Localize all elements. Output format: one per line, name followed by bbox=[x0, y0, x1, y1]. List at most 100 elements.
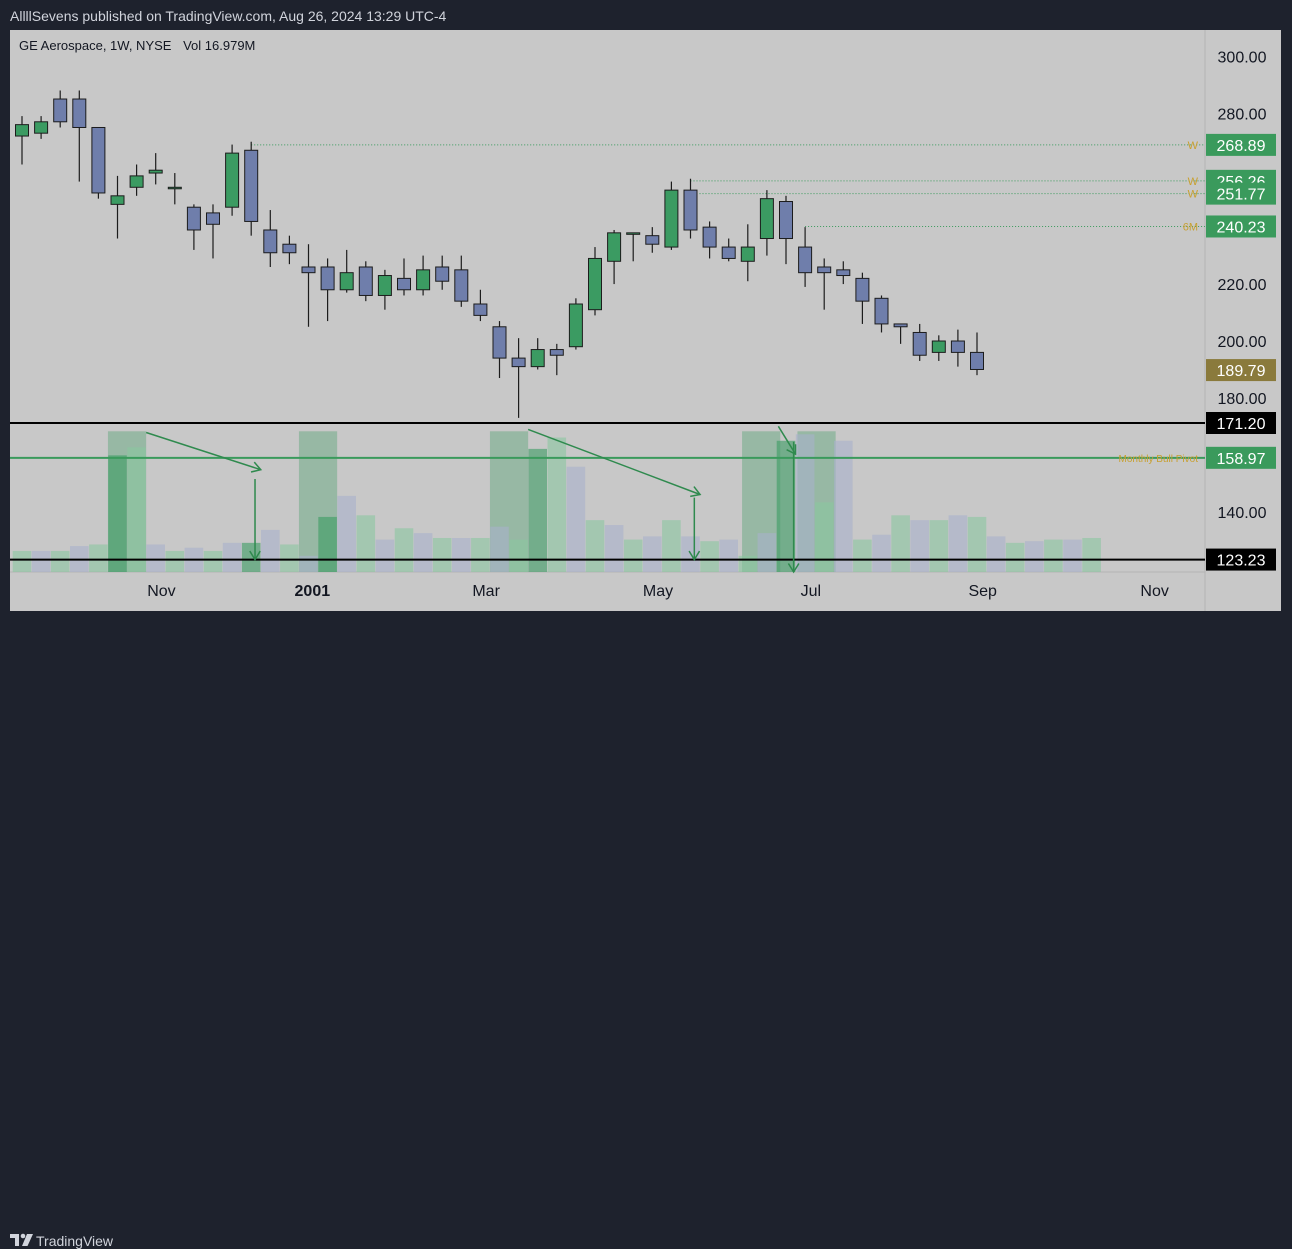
price-axis[interactable]: 300.00 280.00 220.00 200.00 180.00 140.00 268.… bbox=[1206, 49, 1276, 571]
arrow-line-4 bbox=[777, 425, 797, 455]
candle-body-36 bbox=[702, 226, 717, 248]
volume-bar-15 bbox=[299, 555, 318, 572]
volume-bar-43 bbox=[834, 440, 853, 572]
candle-body-28 bbox=[549, 349, 564, 356]
candle-body-27 bbox=[530, 349, 545, 368]
price-badge-7 bbox=[1206, 548, 1276, 571]
candle-body-42 bbox=[817, 266, 832, 274]
x-tick-label-1: 2001 bbox=[295, 583, 331, 600]
x-tick-label-6: Nov bbox=[1140, 583, 1168, 600]
volume-label: Vol bbox=[183, 38, 201, 53]
volume-bar-12 bbox=[241, 542, 261, 572]
volume-bar-50 bbox=[967, 516, 987, 572]
candle-body-40 bbox=[779, 201, 793, 240]
volume-bar-0 bbox=[12, 550, 32, 572]
volume-bar-18 bbox=[356, 515, 376, 572]
volume-bar-16 bbox=[318, 516, 337, 572]
volume-layer bbox=[12, 431, 1101, 572]
price-badge-label-6: 158.97 bbox=[1217, 451, 1266, 468]
y-tick-label-5: 140.00 bbox=[1218, 505, 1267, 522]
candle-body-7 bbox=[148, 169, 163, 174]
volume-bar-44 bbox=[853, 539, 872, 572]
candle-body-32 bbox=[626, 232, 641, 235]
candle-body-45 bbox=[874, 297, 889, 325]
candle-body-50 bbox=[970, 351, 984, 370]
volume-bar-37 bbox=[719, 539, 738, 572]
volume-bar-2 bbox=[50, 550, 70, 572]
time-axis[interactable]: Nov 2001 Mar May Jul Sep Nov bbox=[147, 583, 1169, 600]
volume-bar-26 bbox=[509, 539, 528, 572]
level-tag-0: W bbox=[1188, 140, 1199, 152]
footer: TradingView bbox=[0, 611, 1292, 1249]
price-badge-label-3: 240.23 bbox=[1217, 219, 1266, 236]
candle-body-39 bbox=[759, 198, 774, 240]
candle-body-12 bbox=[244, 149, 259, 222]
candle-body-47 bbox=[912, 331, 927, 356]
volume-bar-40 bbox=[776, 440, 796, 572]
volume-bar-41 bbox=[795, 434, 815, 572]
volume-bar-13 bbox=[261, 529, 280, 572]
candle-body-46 bbox=[893, 323, 908, 328]
volume-bar-55 bbox=[1063, 539, 1082, 572]
x-tick-label-2: Mar bbox=[472, 583, 500, 600]
x-tick-label-0: Nov bbox=[147, 583, 175, 600]
arrow-head-5 bbox=[787, 563, 800, 574]
volume-bar-33 bbox=[643, 536, 662, 572]
volume-bar-46 bbox=[891, 515, 910, 572]
volume-bar-21 bbox=[413, 533, 433, 572]
price-badge-6 bbox=[1206, 446, 1276, 469]
volume-value: 16.979M bbox=[205, 38, 256, 53]
candle-body-17 bbox=[339, 272, 354, 291]
candle-body-4 bbox=[91, 126, 106, 194]
volume-bar-4 bbox=[89, 544, 108, 572]
volume-bar-42 bbox=[814, 502, 834, 572]
chart-area[interactable]: W W W 6M Monthly Bull Pivot 300.00 280.00 220.… bbox=[10, 30, 1281, 611]
volume-bar-24 bbox=[471, 537, 490, 572]
candles-layer bbox=[15, 90, 984, 418]
volume-bar-20 bbox=[394, 528, 414, 572]
volume-bar-19 bbox=[375, 539, 395, 572]
candle-body-22 bbox=[435, 266, 450, 282]
candle-body-23 bbox=[454, 269, 469, 302]
arrow-line-0 bbox=[145, 431, 261, 471]
arrow-head-4 bbox=[786, 444, 797, 456]
candle-body-21 bbox=[416, 269, 431, 291]
tradingview-brand[interactable]: TradingView bbox=[36, 1233, 114, 1249]
volume-bar-47 bbox=[910, 520, 929, 572]
tradingview-logo-icon[interactable] bbox=[10, 1231, 34, 1249]
volume-bar-7 bbox=[146, 544, 165, 572]
candle-body-38 bbox=[740, 246, 755, 262]
volume-bar-28 bbox=[547, 437, 567, 572]
candle-body-2 bbox=[53, 98, 68, 123]
price-badge-label-0: 268.89 bbox=[1217, 138, 1266, 155]
x-tick-label-4: Jul bbox=[801, 583, 821, 600]
arrows-layer bbox=[145, 425, 800, 574]
volume-bar-54 bbox=[1044, 539, 1063, 572]
price-badge-label-2: 251.77 bbox=[1217, 187, 1266, 204]
candle-body-35 bbox=[683, 189, 698, 231]
level-tag-1: W bbox=[1188, 176, 1199, 188]
candle-body-43 bbox=[836, 269, 851, 277]
candle-body-5 bbox=[110, 195, 125, 205]
volume-bar-10 bbox=[203, 550, 223, 572]
candle-body-19 bbox=[377, 275, 392, 296]
arrow-head-1 bbox=[249, 550, 261, 562]
volume-bar-30 bbox=[585, 520, 605, 572]
chart-legend: GE Aerospace, 1W, NYSE Vol 16.979M bbox=[19, 38, 255, 53]
candle-body-13 bbox=[263, 229, 278, 254]
y-tick-label-2: 220.00 bbox=[1218, 277, 1267, 294]
candle-body-48 bbox=[931, 340, 946, 353]
volume-bar-34 bbox=[662, 520, 681, 572]
publish-header: AllllSevens published on TradingView.com… bbox=[0, 0, 1292, 30]
price-badge-label-4: 189.79 bbox=[1217, 363, 1266, 380]
price-badge-3 bbox=[1206, 215, 1276, 238]
candle-body-34 bbox=[664, 189, 679, 248]
price-badge-0 bbox=[1206, 133, 1276, 156]
chart-background bbox=[10, 30, 1281, 611]
volume-bar-52 bbox=[1005, 542, 1025, 572]
volume-bar-45 bbox=[872, 534, 891, 572]
candle-body-1 bbox=[34, 121, 49, 134]
candle-body-29 bbox=[568, 303, 583, 348]
